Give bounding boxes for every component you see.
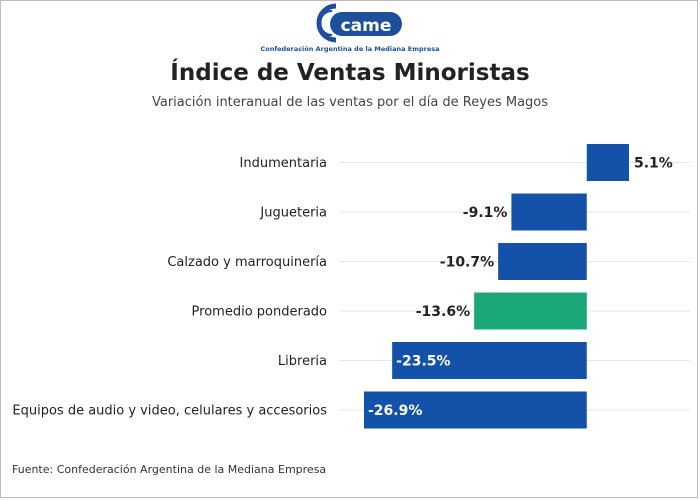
value-label: -9.1% [463, 205, 508, 221]
chart-title: Índice de Ventas Minoristas [170, 60, 530, 86]
source-note: Fuente: Confederación Argentina de la Me… [12, 463, 327, 476]
category-label: Promedio ponderado [192, 305, 327, 320]
bar [586, 144, 629, 181]
category-label: Calzado y marroquinería [167, 255, 327, 270]
bar [498, 243, 587, 280]
came-logo-mark [316, 3, 402, 43]
category-label: Indumentaria [240, 156, 327, 171]
came-logo: came [316, 3, 402, 43]
category-label: Jugueteria [259, 206, 327, 221]
category-label: Equipos de audio y video, celulares y ac… [12, 404, 327, 419]
category-label: Libreria [278, 354, 327, 369]
bar [511, 193, 587, 231]
value-label: -10.7% [440, 255, 494, 271]
bar [474, 292, 587, 330]
bar [392, 342, 587, 379]
value-label: -13.6% [416, 304, 470, 320]
value-label: -26.9% [368, 403, 422, 419]
came-logo-wordmark: came [341, 16, 392, 36]
bar [364, 391, 587, 429]
logo-tagline: Confederación Argentina de la Mediana Em… [260, 45, 440, 53]
chart-subtitle: Variación interanual de las ventas por e… [151, 95, 549, 110]
value-label: -23.5% [396, 354, 450, 370]
value-label: 5.1% [634, 156, 673, 172]
